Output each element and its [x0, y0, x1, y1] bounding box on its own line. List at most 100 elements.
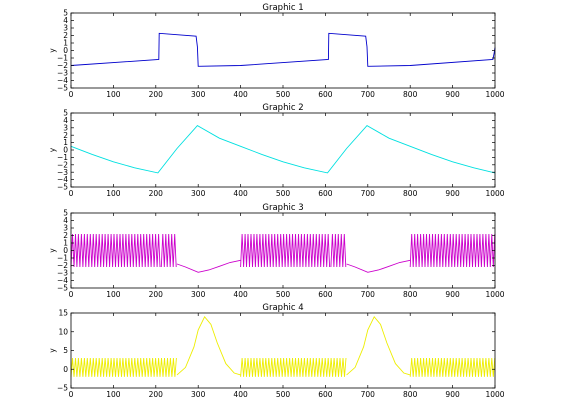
- x-tick-label: 200: [149, 390, 164, 399]
- x-tick-label: 800: [403, 290, 418, 299]
- x-tick-label: 800: [403, 90, 418, 99]
- x-tick-label: 300: [191, 290, 206, 299]
- series-line-1: [70, 32, 496, 67]
- series-group: [70, 233, 496, 273]
- x-tick-label: 300: [191, 189, 206, 198]
- y-axis-label: y: [48, 248, 57, 253]
- y-tick-label: 3: [63, 224, 68, 233]
- y-tick-label: −1: [57, 254, 68, 263]
- y-tick-label: 3: [63, 123, 68, 132]
- x-tick-label: 100: [106, 189, 121, 198]
- y-tick-label: 2: [63, 131, 68, 140]
- series-group: [70, 315, 496, 377]
- y-tick-label: 0: [63, 246, 68, 255]
- x-tick-label: 900: [445, 290, 460, 299]
- y-tick-label: −3: [57, 269, 68, 278]
- chart-title: Graphic 3: [262, 203, 303, 213]
- y-tick-label: 4: [63, 16, 68, 25]
- plot-frame: [70, 112, 496, 188]
- y-tick-label: 2: [63, 31, 68, 40]
- x-tick-label: 700: [361, 390, 376, 399]
- y-tick-label: 1: [63, 39, 68, 48]
- x-tick-label: 1000: [485, 390, 504, 399]
- x-tick-label: 900: [445, 90, 460, 99]
- x-tick-label: 400: [233, 189, 248, 198]
- series-line-2: [240, 357, 347, 377]
- y-tick-label: 4: [63, 216, 68, 225]
- y-tick-label: 15: [58, 309, 68, 318]
- x-tick-label: 100: [106, 390, 121, 399]
- y-tick-label: 0: [63, 46, 68, 55]
- y-tick-label: −5: [57, 384, 68, 393]
- y-tick-label: 1: [63, 138, 68, 147]
- x-tick-label: 700: [361, 290, 376, 299]
- y-tick-label: 10: [58, 327, 68, 336]
- x-tick-label: 600: [318, 189, 333, 198]
- y-tick-label: 0: [63, 146, 68, 155]
- x-tick-label: 400: [233, 90, 248, 99]
- y-tick-label: −2: [57, 261, 68, 270]
- y-tick-label: −3: [57, 69, 68, 78]
- x-tick-label: 500: [276, 290, 291, 299]
- plot-frame: [70, 12, 496, 89]
- x-tick-label: 1000: [485, 90, 504, 99]
- x-tick-label: 400: [233, 390, 248, 399]
- series-line-6: [176, 259, 241, 273]
- series-line-3: [240, 233, 331, 268]
- chart-title: Graphic 2: [262, 103, 303, 113]
- x-tick-label: 900: [445, 390, 460, 399]
- y-tick-label: −3: [57, 168, 68, 177]
- x-tick-label: 500: [276, 189, 291, 198]
- y-tick-label: 5: [63, 9, 68, 18]
- series-line-1: [70, 357, 177, 377]
- x-tick-label: 0: [69, 290, 74, 299]
- x-tick-label: 0: [69, 390, 74, 399]
- x-tick-label: 300: [191, 390, 206, 399]
- x-tick-label: 200: [149, 90, 164, 99]
- x-tick-label: 200: [149, 189, 164, 198]
- series-line-2: [160, 233, 177, 268]
- x-tick-label: 300: [191, 90, 206, 99]
- y-tick-label: 5: [63, 346, 68, 355]
- series-line-1: [70, 125, 496, 174]
- series-group: [70, 125, 496, 174]
- x-tick-label: 700: [361, 189, 376, 198]
- y-tick-label: −1: [57, 54, 68, 63]
- x-tick-label: 0: [69, 189, 74, 198]
- x-tick-label: 900: [445, 189, 460, 198]
- chart-title: Graphic 1: [262, 3, 303, 13]
- y-tick-label: −4: [57, 76, 68, 85]
- y-axis-label: y: [48, 48, 57, 53]
- x-tick-label: 500: [276, 90, 291, 99]
- x-tick-label: 100: [106, 90, 121, 99]
- x-tick-label: 800: [403, 390, 418, 399]
- x-tick-label: 600: [318, 290, 333, 299]
- y-tick-label: −1: [57, 153, 68, 162]
- x-tick-label: 800: [403, 189, 418, 198]
- x-tick-label: 500: [276, 390, 291, 399]
- y-tick-label: −5: [57, 183, 68, 192]
- chart-panel-4: Graphic 4y0 100 200 300 400 500 600 700 800 900 10…: [48, 303, 505, 399]
- x-tick-label: 200: [149, 290, 164, 299]
- series-group: [70, 32, 496, 67]
- x-tick-label: 1000: [485, 290, 504, 299]
- series-line-1: [70, 233, 161, 268]
- y-axis-label: y: [48, 348, 57, 353]
- x-tick-label: 100: [106, 290, 121, 299]
- y-tick-label: 3: [63, 24, 68, 33]
- x-tick-label: 600: [318, 390, 333, 399]
- series-line-4: [176, 315, 241, 376]
- y-tick-label: 5: [63, 209, 68, 218]
- x-tick-label: 0: [69, 90, 74, 99]
- series-line-5: [346, 315, 411, 376]
- x-tick-label: 600: [318, 90, 333, 99]
- y-tick-label: −2: [57, 160, 68, 169]
- y-tick-label: −5: [57, 84, 68, 93]
- y-tick-label: 4: [63, 116, 68, 125]
- chart-panel-2: Graphic 2y0 100 200 300 400 500 600 700 800 900 10…: [48, 103, 505, 198]
- series-line-3: [409, 357, 496, 377]
- series-line-7: [346, 259, 411, 273]
- y-tick-label: 2: [63, 231, 68, 240]
- x-tick-label: 700: [361, 90, 376, 99]
